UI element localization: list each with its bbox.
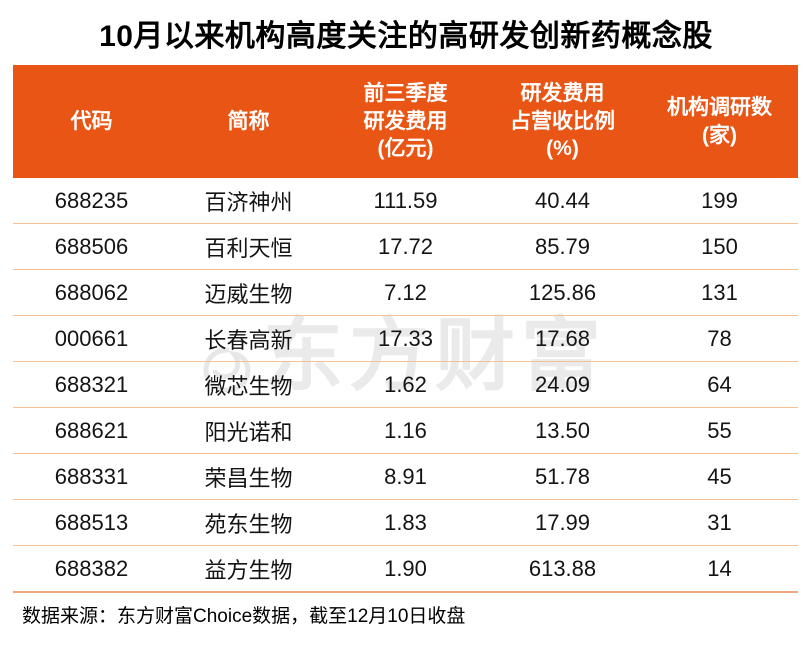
cell-name: 长春高新	[204, 327, 293, 353]
table-row: 688513 苑东生物 1.83 17.99 31	[13, 500, 798, 546]
cell-code: 688621	[54, 417, 129, 443]
cell-rd-ratio: 17.68	[534, 325, 591, 351]
header-line: 机构调研数	[667, 95, 772, 119]
cell-name: 百利天恒	[204, 235, 293, 261]
cell-name: 苑东生物	[204, 511, 293, 537]
table-row: 688382 益方生物 1.90 613.88 14	[13, 546, 798, 593]
cell-code: 688513	[54, 509, 129, 535]
header-line: 代码	[70, 109, 113, 133]
header-line: 研发费用	[520, 81, 605, 105]
cell-rd-ratio: 40.44	[534, 187, 591, 213]
header-line: (%)	[546, 137, 579, 161]
cell-name: 益方生物	[204, 557, 293, 583]
cell-name: 荣昌生物	[204, 465, 293, 491]
header-line: 研发费用	[363, 109, 448, 133]
cell-code: 688235	[54, 187, 129, 213]
cell-rd-expense: 1.90	[384, 555, 427, 581]
header-cell-name: 简称	[170, 65, 327, 178]
header-line: 前三季度	[363, 81, 448, 105]
cell-code: 688331	[54, 463, 129, 489]
header-line: (亿元)	[377, 137, 434, 161]
table-row: 688235 百济神州 111.59 40.44 199	[13, 178, 798, 224]
header-line: 占营收比例	[510, 109, 615, 133]
cell-survey-count: 131	[701, 279, 738, 305]
cell-rd-ratio: 51.78	[534, 463, 591, 489]
table-row: 688506 百利天恒 17.72 85.79 150	[13, 224, 798, 270]
cell-rd-expense: 17.72	[377, 233, 434, 259]
cell-rd-expense: 1.83	[384, 509, 427, 535]
table-row: 688062 迈威生物 7.12 125.86 131	[13, 270, 798, 316]
header-cell-survey-count: 机构调研数 (家)	[641, 65, 798, 178]
cell-rd-expense: 8.91	[384, 463, 427, 489]
cell-survey-count: 14	[707, 555, 732, 581]
cell-rd-expense: 111.59	[373, 187, 438, 213]
cell-rd-ratio: 613.88	[528, 555, 597, 581]
table-row: 000661 长春高新 17.33 17.68 78	[13, 316, 798, 362]
cell-rd-ratio: 24.09	[534, 371, 591, 397]
cell-rd-expense: 17.33	[377, 325, 434, 351]
cell-name: 百济神州	[204, 189, 293, 215]
cell-code: 688062	[54, 279, 129, 305]
table-body: 东方财富 688235 百济神州 111.59 40.44 199 688506…	[13, 178, 798, 593]
header-line: 简称	[227, 109, 270, 133]
cell-name: 阳光诺和	[204, 419, 293, 445]
cell-survey-count: 78	[707, 325, 732, 351]
page-title: 10月以来机构高度关注的高研发创新药概念股	[99, 20, 713, 53]
source-note: 数据来源：东方财富Choice数据，截至12月10日收盘	[22, 606, 466, 627]
header-line: (家)	[702, 123, 737, 147]
cell-name: 迈威生物	[204, 281, 293, 307]
table-row: 688321 微芯生物 1.62 24.09 64	[13, 362, 798, 408]
cell-survey-count: 199	[701, 187, 738, 213]
stocks-table: 代码 简称 前三季度 研发费用 (亿元) 研发费用 占营收比例 (%) 机构调研…	[13, 65, 798, 593]
cell-survey-count: 31	[707, 509, 732, 535]
table-row: 688621 阳光诺和 1.16 13.50 55	[13, 408, 798, 454]
cell-survey-count: 64	[707, 371, 732, 397]
cell-code: 688382	[54, 555, 129, 581]
cell-rd-ratio: 85.79	[534, 233, 591, 259]
cell-rd-ratio: 13.50	[534, 417, 591, 443]
header-cell-rd-ratio: 研发费用 占营收比例 (%)	[484, 65, 641, 178]
cell-rd-expense: 7.12	[384, 279, 427, 305]
header-cell-rd-expense: 前三季度 研发费用 (亿元)	[327, 65, 484, 178]
cell-rd-ratio: 125.86	[528, 279, 597, 305]
cell-code: 000661	[54, 325, 129, 351]
cell-name: 微芯生物	[204, 373, 293, 399]
cell-survey-count: 150	[701, 233, 738, 259]
table-header-row: 代码 简称 前三季度 研发费用 (亿元) 研发费用 占营收比例 (%) 机构调研…	[13, 65, 798, 178]
cell-survey-count: 45	[707, 463, 732, 489]
cell-rd-ratio: 17.99	[534, 509, 591, 535]
header-cell-code: 代码	[13, 65, 170, 178]
cell-rd-expense: 1.16	[384, 417, 427, 443]
cell-rd-expense: 1.62	[384, 371, 427, 397]
cell-survey-count: 55	[707, 417, 732, 443]
table-row: 688331 荣昌生物 8.91 51.78 45	[13, 454, 798, 500]
cell-code: 688321	[54, 371, 129, 397]
cell-code: 688506	[54, 233, 129, 259]
